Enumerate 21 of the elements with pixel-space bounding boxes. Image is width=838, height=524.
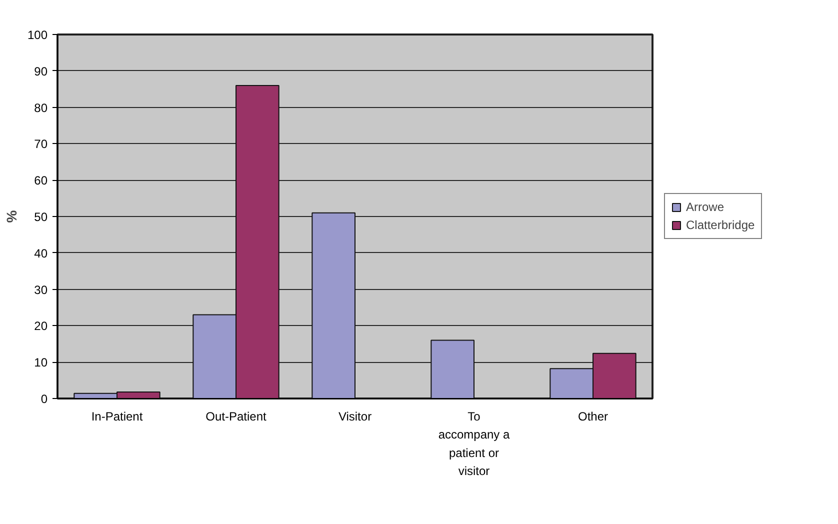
x-tick-label: Out-Patient [206, 410, 268, 424]
y-tick-label: 10 [34, 356, 48, 370]
y-tick-label: 40 [34, 246, 48, 260]
x-tick-label: In-Patient [91, 410, 144, 424]
y-tick-label: 80 [34, 100, 48, 115]
y-tick-label: 60 [34, 174, 48, 188]
y-tick-label: 100 [27, 28, 48, 42]
x-tick-label: Visitor [338, 410, 372, 424]
bar [430, 340, 474, 398]
y-tick-label: 0 [40, 392, 48, 406]
y-tick-label: 30 [34, 282, 48, 297]
x-tick-label: Other [578, 410, 608, 424]
y-tick-label: 20 [34, 319, 48, 334]
x-tick-label: To accompany a patient or visitor [438, 410, 510, 478]
y-tick-label: 70 [34, 137, 48, 152]
y-axis-title: % [3, 210, 20, 223]
y-tick-label: 50 [34, 210, 48, 224]
bar [312, 212, 356, 398]
y-tick-label: 90 [34, 64, 48, 78]
legend-label: Arrowe [686, 200, 724, 214]
legend-label: Clatterbridge [686, 218, 755, 232]
